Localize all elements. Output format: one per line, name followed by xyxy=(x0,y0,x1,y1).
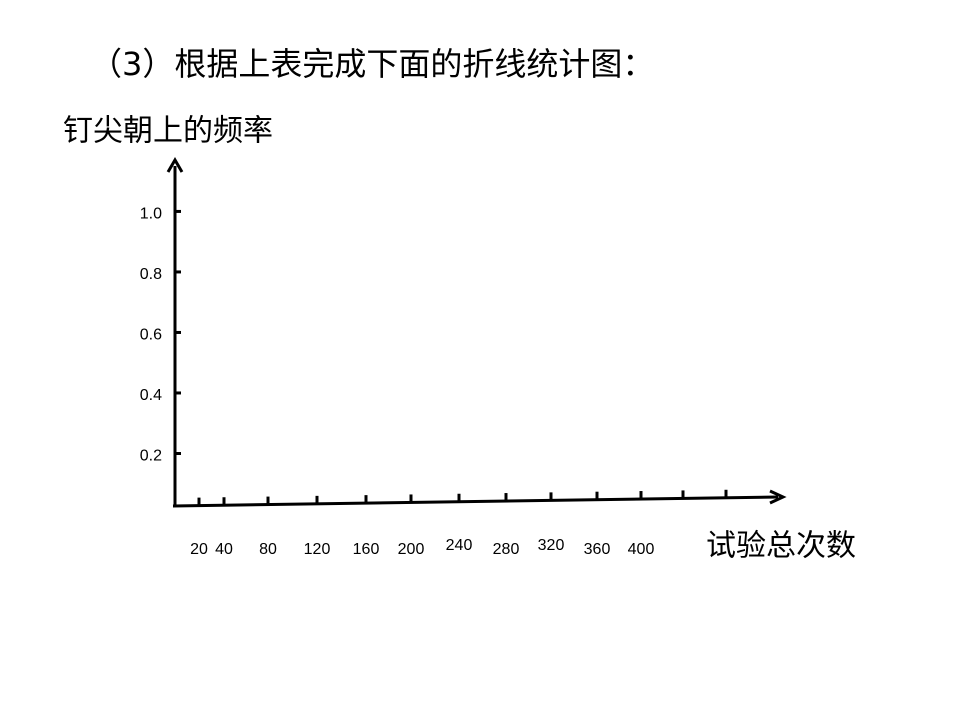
x-tick-label: 120 xyxy=(304,541,331,558)
x-tick-label: 20 xyxy=(190,541,208,558)
y-arrow xyxy=(166,157,184,173)
x-tick-label: 280 xyxy=(493,541,520,558)
x-tick-label: 40 xyxy=(215,541,233,558)
x-tick-label: 320 xyxy=(538,537,565,554)
x-axis xyxy=(172,495,779,508)
x-axis-label: 试验总次数 xyxy=(706,529,856,564)
y-axis-label: 钉尖朝上的频率 xyxy=(63,114,273,149)
x-tick-label: 240 xyxy=(446,537,473,554)
x-arrow xyxy=(769,489,787,505)
y-tick-label: 1.0 xyxy=(140,206,162,223)
y-tick-label: 0.2 xyxy=(140,448,162,465)
y-tick-label: 0.6 xyxy=(140,327,162,344)
chart-title: （3）根据上表完成下面的折线统计图： xyxy=(90,45,654,83)
y-tick-label: 0.8 xyxy=(140,266,162,283)
x-tick-label: 160 xyxy=(353,541,380,558)
x-tick-label: 80 xyxy=(259,541,277,558)
x-tick-label: 400 xyxy=(628,541,655,558)
y-tick-label: 0.4 xyxy=(140,387,162,404)
x-tick-label: 360 xyxy=(584,541,611,558)
x-tick-label: 200 xyxy=(398,541,425,558)
